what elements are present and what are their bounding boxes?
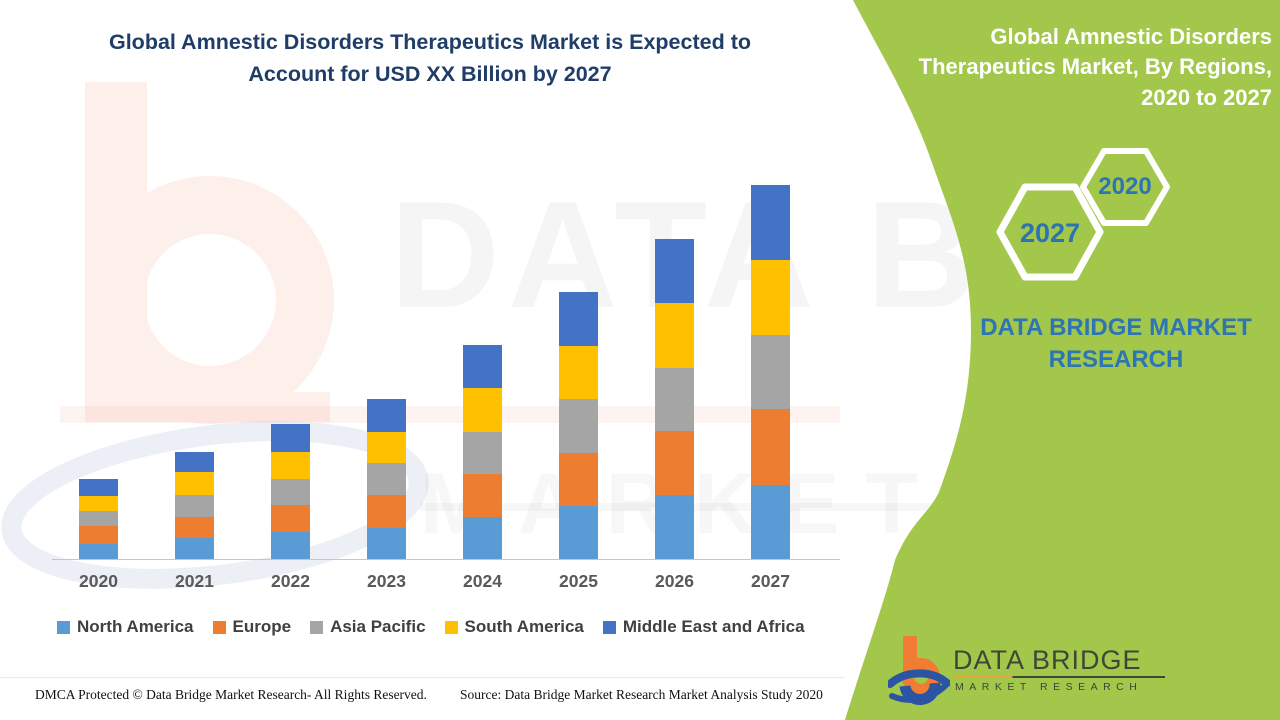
- legend-swatch-middle-east-and-africa: [602, 620, 616, 634]
- bar-segment-2021-south-america: [175, 472, 214, 495]
- bar-segment-2027-asia-pacific: [751, 335, 790, 409]
- bar-segment-2020-north-america: [79, 544, 118, 559]
- bar-segment-2021-middle-east-and-africa: [175, 452, 214, 472]
- x-axis-label-2027: 2027: [751, 571, 790, 591]
- hexagons-graphic: [996, 148, 1170, 281]
- legend-label-middle-east-and-africa: Middle East and Africa: [622, 617, 805, 636]
- bar-segment-2023-asia-pacific: [367, 463, 406, 495]
- bar-segment-2021-asia-pacific: [175, 495, 214, 517]
- bar-segment-2023-europe: [367, 495, 406, 528]
- legend-swatch-north-america: [57, 620, 70, 634]
- bar-segment-2021-europe: [175, 517, 214, 538]
- hexagon-2020: [1080, 148, 1170, 226]
- bar-segment-2022-asia-pacific: [271, 479, 310, 505]
- brand-text: DATA BRIDGE MARKET RESEARCH: [980, 314, 1252, 374]
- dbmr-logo-icon: [888, 636, 950, 706]
- bar-segment-2024-asia-pacific: [463, 432, 502, 474]
- bar-segment-2022-middle-east-and-africa: [271, 424, 310, 452]
- green-panel-shape: [845, 0, 1280, 720]
- plot-area: [55, 180, 840, 559]
- bar-segment-2027-north-america: [751, 485, 790, 559]
- bar-segment-2025-asia-pacific: [559, 399, 598, 453]
- bar-segment-2022-europe: [271, 505, 310, 532]
- x-axis-line: [52, 559, 840, 560]
- bar-segment-2023-middle-east-and-africa: [367, 399, 406, 432]
- bar-segment-2026-asia-pacific: [655, 368, 694, 431]
- legend-swatch-south-america: [444, 620, 458, 634]
- bar-segment-2026-middle-east-and-africa: [655, 239, 694, 303]
- bar-segment-2020-middle-east-and-africa: [79, 479, 118, 496]
- footer-source: Source: Data Bridge Market Research Mark…: [460, 687, 823, 702]
- bar-segment-2022-south-america: [271, 452, 310, 479]
- x-axis-label-2020: 2020: [79, 571, 118, 591]
- footer-dmca: DMCA Protected © Data Bridge Market Rese…: [35, 687, 427, 702]
- x-axis-label-2021: 2021: [175, 571, 214, 591]
- chart-title: Global Amnestic Disorders Therapeutics M…: [108, 30, 751, 87]
- bar-segment-2020-south-america: [79, 496, 118, 511]
- hexagon-2027: [996, 183, 1104, 281]
- bar-segment-2027-south-america: [751, 260, 790, 335]
- legend-label-north-america: North America: [77, 617, 194, 636]
- legend-item-asia-pacific: Asia Pacific: [310, 617, 426, 637]
- footer-divider: [0, 677, 845, 678]
- legend-swatch-europe: [212, 620, 226, 634]
- x-axis-label-2026: 2026: [655, 571, 694, 591]
- logo-subtitle: MARKET RESEARCH: [955, 681, 1143, 693]
- bar-segment-2025-europe: [559, 453, 598, 506]
- bar-segment-2024-europe: [463, 474, 502, 517]
- bar-segment-2022-north-america: [271, 532, 310, 559]
- watermark-stripe: [60, 406, 840, 423]
- logo-underline: [953, 676, 1165, 678]
- legend-item-south-america: South America: [444, 617, 584, 637]
- legend-item-middle-east-and-africa: Middle East and Africa: [602, 617, 805, 637]
- bar-segment-2026-south-america: [655, 303, 694, 368]
- x-axis-labels: 2020 2021 2022 2023 2024 2025 2026 2027: [55, 571, 840, 597]
- legend-item-europe: Europe: [212, 617, 292, 637]
- x-axis-label-2023: 2023: [367, 571, 406, 591]
- logo-wordmark: DATA BRIDGE: [953, 645, 1142, 675]
- legend-swatch-asia-pacific: [310, 620, 324, 634]
- bar-segment-2024-south-america: [463, 388, 502, 432]
- legend-label-south-america: South America: [464, 617, 584, 636]
- bar-segment-2027-middle-east-and-africa: [751, 185, 790, 260]
- legend-item-north-america: North America: [57, 617, 194, 637]
- bar-segment-2027-europe: [751, 409, 790, 485]
- legend-label-europe: Europe: [232, 617, 292, 636]
- logo-b-watermark: [1, 82, 429, 589]
- hexagon-2027-label: 2027: [1019, 218, 1081, 248]
- bar-segment-2024-middle-east-and-africa: [463, 345, 502, 388]
- bar-segment-2025-middle-east-and-africa: [559, 292, 598, 346]
- bar-segment-2026-europe: [655, 431, 694, 495]
- bar-segment-2025-north-america: [559, 506, 598, 559]
- bar-segment-2026-north-america: [655, 495, 694, 559]
- bar-segment-2020-asia-pacific: [79, 511, 118, 526]
- bar-segment-2024-north-america: [463, 517, 502, 559]
- bar-segment-2021-north-america: [175, 538, 214, 559]
- bar-segment-2023-north-america: [367, 528, 406, 559]
- panel-title: Global Amnestic Disorders Therapeutics M…: [918, 24, 1272, 110]
- legend-label-asia-pacific: Asia Pacific: [330, 617, 426, 636]
- bar-segment-2020-europe: [79, 526, 118, 544]
- x-axis-label-2022: 2022: [271, 571, 310, 591]
- bar-segment-2023-south-america: [367, 432, 406, 463]
- hexagon-2020-label: 2020: [1098, 173, 1152, 200]
- x-axis-label-2025: 2025: [559, 571, 598, 591]
- x-axis-label-2024: 2024: [463, 571, 502, 591]
- chart-legend: North America Europe Asia Pacific South Ame…: [57, 617, 805, 637]
- bar-segment-2025-south-america: [559, 346, 598, 399]
